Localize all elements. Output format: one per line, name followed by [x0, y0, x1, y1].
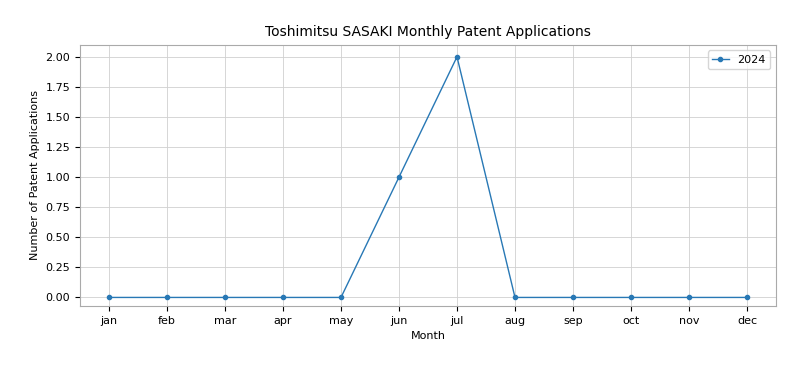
2024: [394, 175, 404, 179]
2024: [336, 295, 346, 300]
Line: 2024: 2024: [107, 55, 749, 300]
2024: [162, 295, 172, 300]
Title: Toshimitsu SASAKI Monthly Patent Applications: Toshimitsu SASAKI Monthly Patent Applica…: [265, 25, 591, 40]
Legend: 2024: 2024: [708, 50, 770, 69]
Y-axis label: Number of Patent Applications: Number of Patent Applications: [30, 90, 40, 260]
2024: [510, 295, 520, 300]
2024: [220, 295, 230, 300]
2024: [568, 295, 578, 300]
2024: [104, 295, 114, 300]
2024: [278, 295, 288, 300]
2024: [626, 295, 636, 300]
2024: [684, 295, 694, 300]
2024: [452, 54, 462, 59]
2024: [742, 295, 752, 300]
X-axis label: Month: Month: [410, 331, 446, 341]
